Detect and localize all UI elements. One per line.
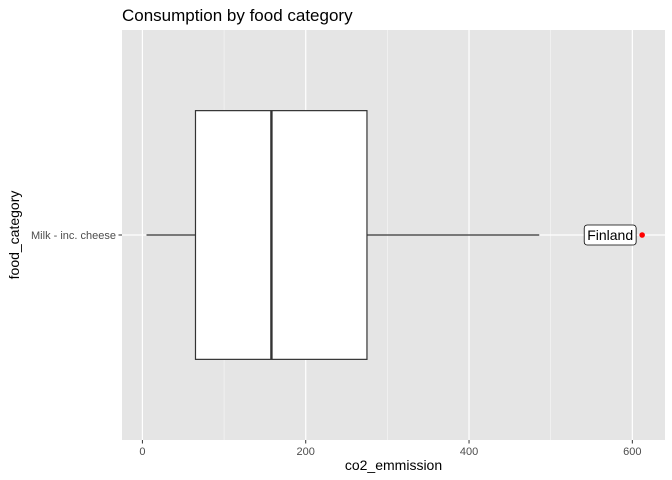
x-tick-label: 600 xyxy=(623,446,641,458)
x-axis-title: co2_emmission xyxy=(345,457,442,473)
box-iqr xyxy=(194,110,368,360)
annotation-label-text: Finland xyxy=(587,227,633,243)
annotation-label-box xyxy=(583,224,637,246)
y-axis-ticks: Milk - inc. cheese xyxy=(31,230,122,242)
y-axis-title: food_category xyxy=(6,191,22,280)
chart-title: Consumption by food category xyxy=(122,6,353,25)
x-axis-ticks: 0 200 400 600 xyxy=(139,440,642,458)
y-tick-label: Milk - inc. cheese xyxy=(31,230,116,242)
x-tick-label: 200 xyxy=(297,446,315,458)
x-tick-label: 0 xyxy=(139,446,145,458)
annotation-layer: Finland xyxy=(583,224,637,246)
x-tick-label: 400 xyxy=(460,446,478,458)
point-layer xyxy=(639,232,645,238)
data-point xyxy=(639,232,645,238)
box-layer xyxy=(146,110,540,360)
